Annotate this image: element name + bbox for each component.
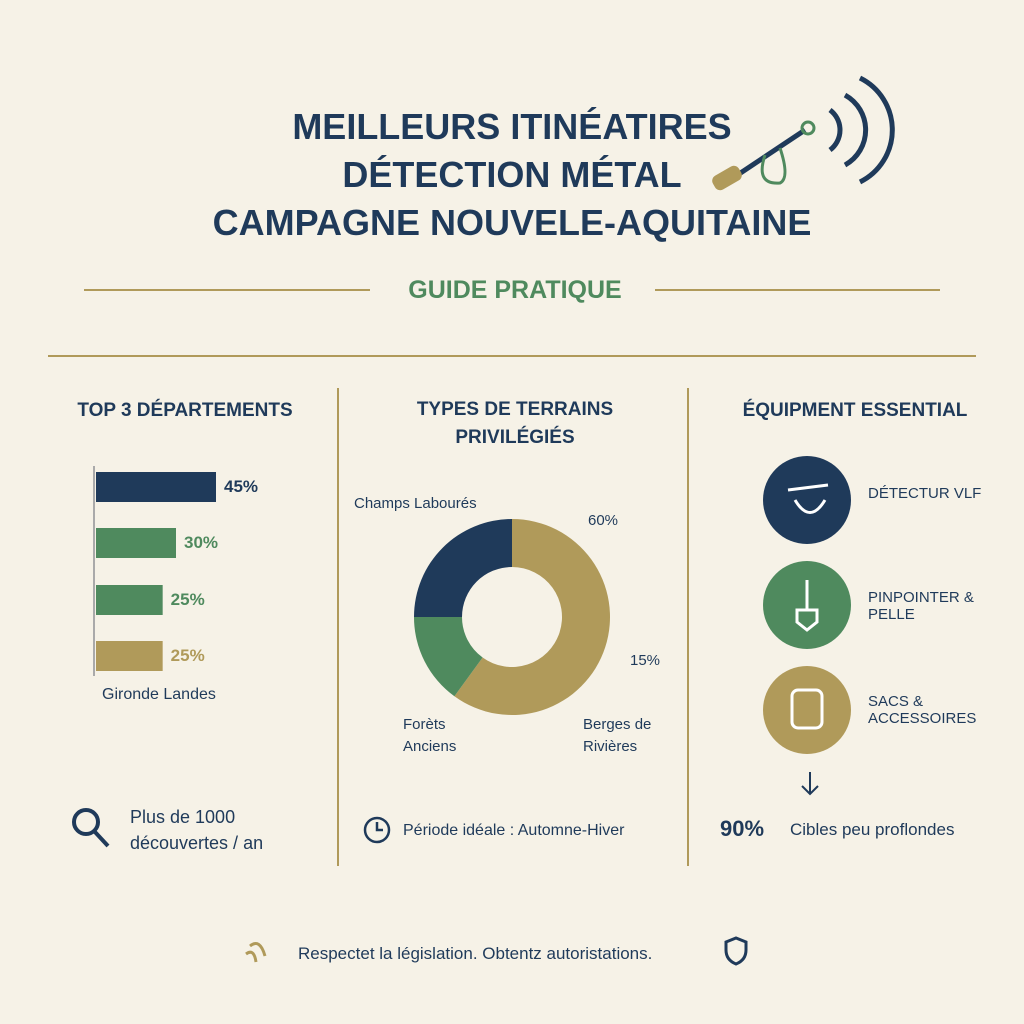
equipment-icons: [763, 456, 851, 796]
pie-value-label: 15%: [630, 652, 661, 669]
stat-text: Cibles peu proflondes: [790, 820, 955, 839]
stat: Plus de 1000 découvertes / an: [130, 807, 264, 853]
value-label: 25%: [170, 646, 205, 665]
donut-slice: [414, 519, 512, 617]
stat-value: 90%: [720, 816, 765, 841]
equipment-item: DÉTECTUR VLF: [868, 485, 982, 502]
equipment-item: PINPOINTER & PELLE: [868, 589, 974, 623]
pie-value-label: 60%: [588, 512, 619, 529]
stat-icons: [72, 808, 748, 966]
bar: [96, 472, 216, 502]
section-title: TYPES DE TERRAINS PRIVILÉGIÉS: [416, 399, 614, 448]
donut-slice: [414, 617, 483, 697]
pie-label: Forèts Anciens: [403, 716, 457, 755]
pie-label: Champs Labourés: [354, 495, 477, 512]
bar: [96, 585, 163, 615]
bar: [96, 641, 163, 671]
section-title: TOP 3 DÉPARTEMENTS: [77, 400, 293, 421]
title-line: DÉTECTION MÉTAL: [342, 154, 682, 195]
pie-label: Berges de Rivières: [583, 716, 652, 755]
section-title: ÉQUIPMENT ESSENTIAL: [742, 400, 968, 421]
stat: Période idéale : Automne-Hiver: [403, 822, 625, 839]
footer: Respectet la législation. Obtentz autori…: [298, 944, 653, 963]
subtitle: GUIDE PRATIQUE: [408, 276, 622, 304]
value-label: 25%: [170, 590, 205, 609]
donut-slice: [454, 519, 611, 716]
bar-caption: Gironde Landes: [102, 686, 216, 703]
value-label: 45%: [224, 477, 259, 496]
title-line: CAMPAGNE NOUVELE-AQUITAINE: [212, 202, 812, 243]
detector-icon: [712, 75, 895, 191]
value-label: 30%: [184, 533, 219, 552]
bar: [96, 528, 176, 558]
equipment-item: SACS & ACCESSOIRES: [868, 693, 977, 727]
title-line: MEILLEURS ITINÉATIRES: [292, 106, 732, 147]
